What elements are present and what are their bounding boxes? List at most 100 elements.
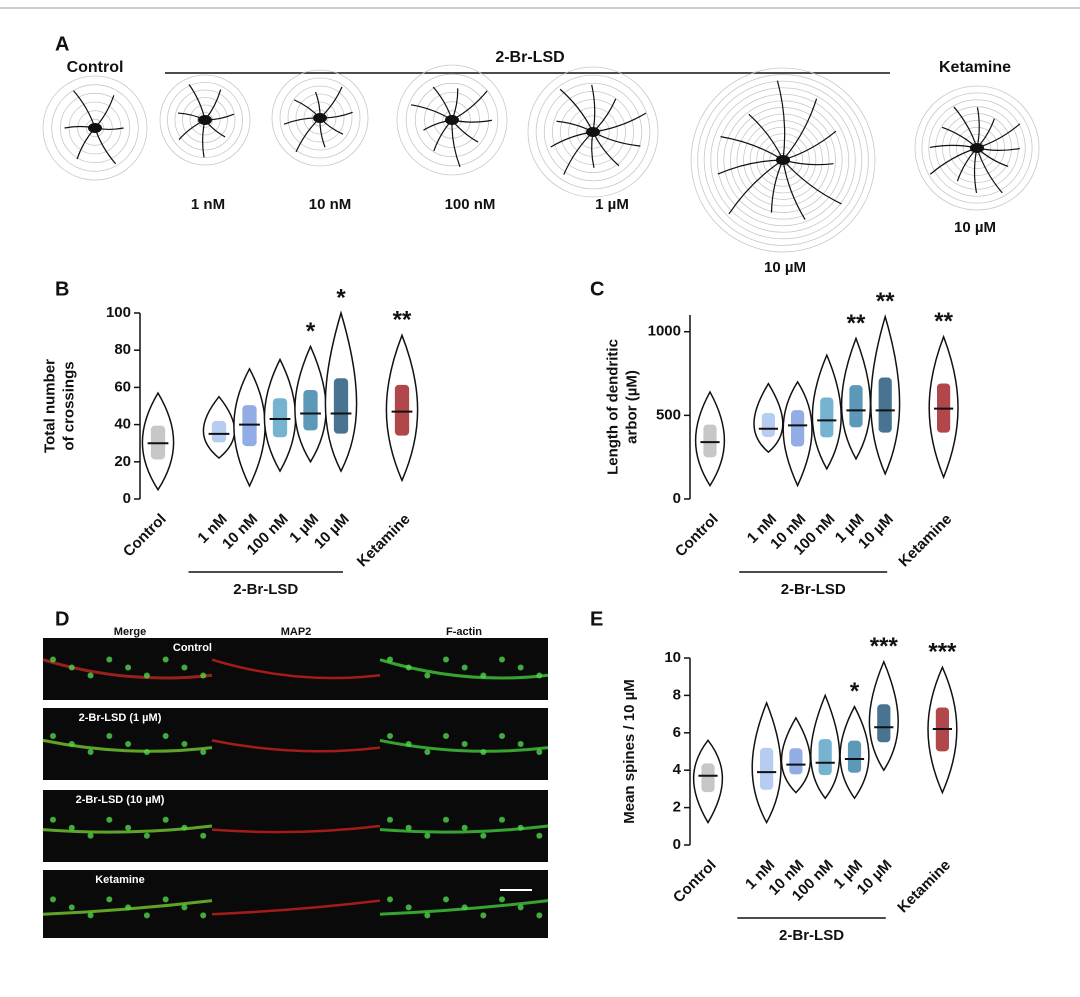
- spine: [200, 749, 207, 755]
- sholl-ring: [921, 92, 1033, 204]
- x-tick-label: Ketamine: [354, 511, 414, 571]
- dendrite: [94, 127, 117, 165]
- spine: [143, 832, 150, 839]
- sholl-ring: [955, 126, 999, 170]
- panel-label: E: [590, 608, 603, 630]
- row-label: Control: [173, 642, 212, 654]
- y-tick-label: 60: [114, 378, 131, 395]
- data-cloud: [333, 378, 349, 434]
- sholl-ring: [159, 74, 251, 166]
- spine: [87, 749, 94, 755]
- spine: [405, 904, 412, 911]
- dendrite: [591, 131, 595, 168]
- soma: [313, 113, 327, 123]
- dendrite: [782, 130, 837, 161]
- dose-label: 10 µM: [954, 219, 996, 236]
- group-label: 2-Br-LSD: [233, 581, 298, 598]
- sholl-ring: [942, 113, 1012, 183]
- spine: [443, 656, 449, 663]
- dose-label: 10 nM: [309, 196, 352, 213]
- spine: [536, 832, 543, 839]
- spine: [181, 824, 188, 831]
- y-tick-label: 10: [664, 649, 681, 666]
- spine: [387, 816, 393, 823]
- spine: [87, 832, 94, 839]
- sholl-ring: [690, 67, 876, 253]
- data-cloud: [877, 704, 891, 743]
- data-cloud: [847, 740, 862, 773]
- data-cloud: [761, 412, 775, 437]
- sholl-ring: [59, 92, 131, 164]
- spine: [480, 832, 487, 839]
- y-tick-label: 8: [673, 686, 681, 703]
- spine: [143, 912, 150, 919]
- soma: [586, 127, 600, 137]
- soma: [198, 115, 212, 125]
- dendrite-signal: [379, 824, 549, 834]
- dose-label: 100 nM: [445, 196, 496, 213]
- significance: *: [306, 318, 316, 345]
- sholl-ring: [949, 120, 1005, 176]
- dendrite-signal: [211, 739, 381, 753]
- dose-label: 1 nM: [191, 196, 225, 213]
- sholl-ring: [295, 93, 345, 143]
- y-axis-label: arbor (µM): [623, 370, 640, 444]
- micrograph: [212, 638, 380, 700]
- sholl-ring: [762, 139, 804, 181]
- dose-label: 1 µM: [595, 196, 629, 213]
- dendrite-signal: [42, 738, 213, 753]
- y-axis-label: Length of dendritic: [604, 339, 621, 475]
- x-tick-label: Ketamine: [894, 857, 954, 917]
- spine: [106, 896, 113, 903]
- sholl-ring: [584, 123, 602, 141]
- panel-label: B: [55, 278, 69, 300]
- sholl-ring: [174, 89, 236, 151]
- spine: [517, 741, 524, 747]
- spine: [50, 896, 56, 903]
- control-label: Control: [67, 59, 124, 76]
- spine: [387, 896, 393, 903]
- spine: [200, 672, 207, 679]
- soma: [88, 123, 102, 133]
- spine: [480, 749, 487, 755]
- sholl-ring: [527, 66, 659, 198]
- data-cloud: [878, 377, 892, 433]
- spine: [50, 816, 56, 823]
- spine: [125, 824, 132, 831]
- sholl-ring: [303, 101, 337, 135]
- column-label: MAP2: [281, 626, 312, 638]
- dose-label: 10 µM: [764, 259, 806, 276]
- sholl-ring: [756, 133, 810, 187]
- panel-label: A: [55, 33, 69, 55]
- spine: [162, 733, 169, 739]
- sholl-ring: [167, 82, 243, 158]
- spine: [424, 912, 431, 919]
- spine: [106, 656, 113, 663]
- data-cloud: [791, 410, 805, 447]
- spine: [517, 904, 524, 911]
- x-tick-label: Control: [672, 511, 722, 561]
- sholl-ring: [914, 85, 1040, 211]
- data-cloud: [760, 747, 774, 790]
- dendrite: [202, 119, 206, 158]
- dendrite: [592, 98, 617, 133]
- y-tick-label: 100: [106, 304, 131, 321]
- spine: [424, 749, 431, 755]
- sholl-ring: [405, 73, 499, 167]
- spine: [87, 912, 94, 919]
- sholl-ring: [935, 106, 1019, 190]
- sholl-ring: [271, 69, 369, 167]
- spine: [387, 733, 393, 739]
- spine: [125, 904, 132, 911]
- spine: [461, 741, 468, 747]
- spine: [536, 672, 543, 679]
- dendrite-signal: [211, 658, 381, 680]
- dendrite: [782, 159, 806, 220]
- spine: [480, 912, 487, 919]
- significance: ***: [928, 639, 957, 666]
- group-label: 2-Br-LSD: [781, 581, 846, 598]
- spine: [536, 912, 543, 919]
- group-label: 2-Br-LSD: [779, 927, 844, 944]
- sholl-ring: [716, 93, 850, 227]
- spine: [68, 904, 75, 911]
